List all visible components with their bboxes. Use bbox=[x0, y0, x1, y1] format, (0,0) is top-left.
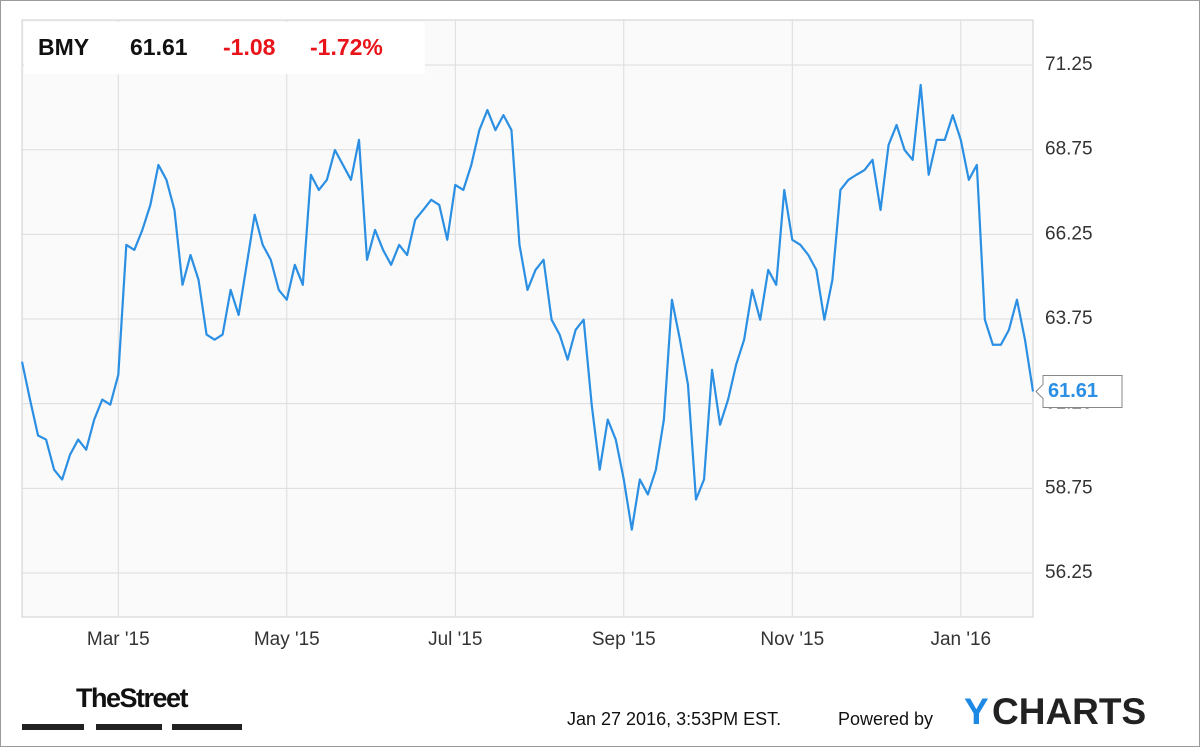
x-tick-label: Jul '15 bbox=[428, 629, 482, 650]
source-logo: TheStreet bbox=[76, 683, 189, 713]
change-pct: -1.72% bbox=[310, 34, 383, 60]
y-tick-label: 56.25 bbox=[1045, 562, 1093, 583]
x-tick-label: Jan '16 bbox=[930, 629, 991, 650]
last-value-label: 61.61 bbox=[1048, 380, 1098, 402]
lines bbox=[20, 83, 1035, 531]
y-tick-label: 58.75 bbox=[1045, 477, 1093, 498]
header-box bbox=[24, 22, 425, 74]
logo-bar bbox=[22, 724, 84, 730]
price: 61.61 bbox=[130, 34, 188, 60]
x-tick-label: Sep '15 bbox=[592, 629, 656, 650]
y-tick-label: 68.75 bbox=[1045, 139, 1093, 160]
x-tick-label: May '15 bbox=[254, 629, 320, 650]
logo-bar bbox=[172, 724, 242, 730]
y-tick-label: 66.25 bbox=[1045, 223, 1093, 244]
plot-area bbox=[21, 19, 1034, 618]
brand-rest: CHARTS bbox=[992, 691, 1146, 732]
logo-bar bbox=[96, 724, 162, 730]
x-tick-label: Nov '15 bbox=[760, 629, 824, 650]
last-value-callout: 61.61 bbox=[1035, 374, 1123, 408]
timestamp: Jan 27 2016, 3:53PM EST. bbox=[567, 709, 781, 729]
ticker: BMY bbox=[38, 34, 89, 60]
y-tick-label: 63.75 bbox=[1045, 308, 1093, 329]
callout-box bbox=[1035, 374, 1123, 408]
x-tick-label: Mar '15 bbox=[87, 629, 150, 650]
powered-by: Powered by bbox=[838, 709, 933, 729]
y-tick-label: 71.25 bbox=[1045, 54, 1093, 75]
brand-initial: Y bbox=[964, 691, 989, 732]
change: -1.08 bbox=[223, 34, 276, 60]
price-line bbox=[20, 83, 1035, 531]
